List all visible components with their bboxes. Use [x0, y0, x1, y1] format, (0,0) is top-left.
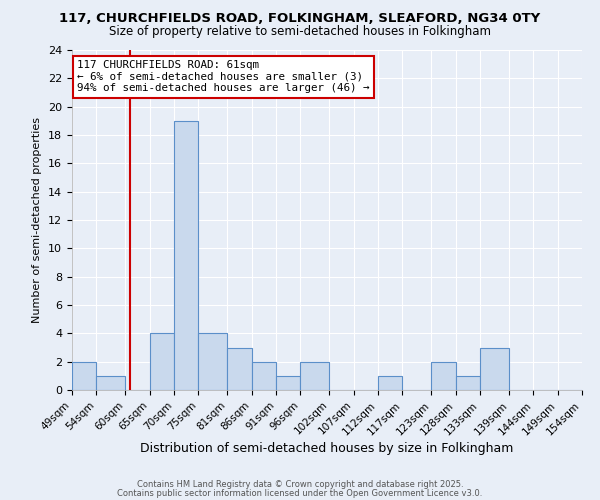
- Bar: [227, 348, 252, 390]
- Y-axis label: Number of semi-detached properties: Number of semi-detached properties: [32, 117, 43, 323]
- Bar: [480, 348, 509, 390]
- Bar: [174, 121, 198, 390]
- Bar: [96, 376, 125, 390]
- Bar: [300, 362, 329, 390]
- Text: 117 CHURCHFIELDS ROAD: 61sqm
← 6% of semi-detached houses are smaller (3)
94% of: 117 CHURCHFIELDS ROAD: 61sqm ← 6% of sem…: [77, 60, 370, 94]
- Text: 117, CHURCHFIELDS ROAD, FOLKINGHAM, SLEAFORD, NG34 0TY: 117, CHURCHFIELDS ROAD, FOLKINGHAM, SLEA…: [59, 12, 541, 26]
- Text: Contains HM Land Registry data © Crown copyright and database right 2025.: Contains HM Land Registry data © Crown c…: [137, 480, 463, 489]
- Text: Size of property relative to semi-detached houses in Folkingham: Size of property relative to semi-detach…: [109, 25, 491, 38]
- Bar: [198, 334, 227, 390]
- Text: Contains public sector information licensed under the Open Government Licence v3: Contains public sector information licen…: [118, 488, 482, 498]
- Bar: [72, 362, 96, 390]
- Bar: [276, 376, 300, 390]
- Bar: [378, 376, 402, 390]
- X-axis label: Distribution of semi-detached houses by size in Folkingham: Distribution of semi-detached houses by …: [140, 442, 514, 455]
- Bar: [252, 362, 276, 390]
- Bar: [150, 334, 174, 390]
- Bar: [431, 362, 456, 390]
- Bar: [456, 376, 480, 390]
